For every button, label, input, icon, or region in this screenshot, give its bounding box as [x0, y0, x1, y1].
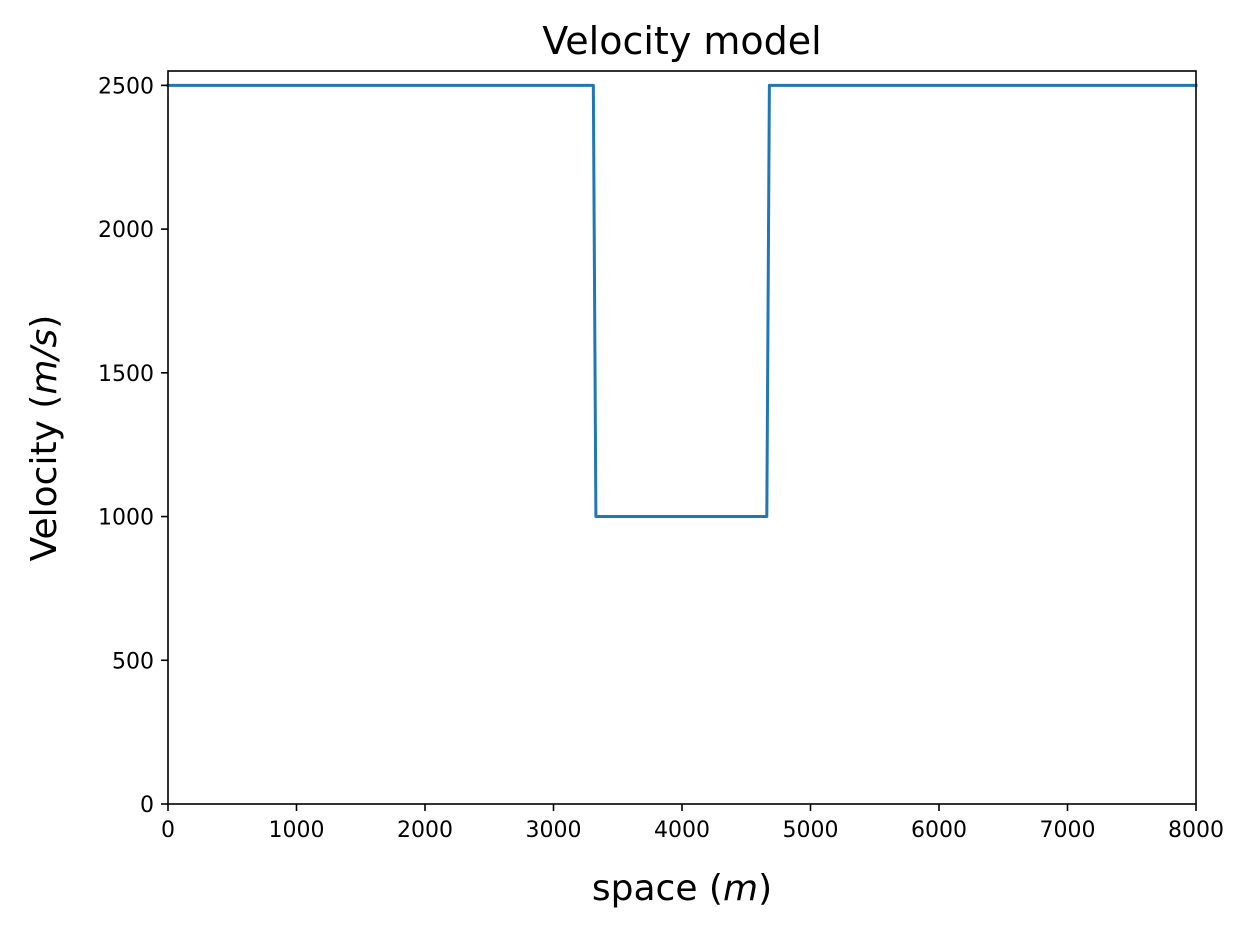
x-axis-label-prefix: space (	[592, 868, 723, 909]
x-tick-label: 0	[161, 818, 175, 843]
chart-title: Velocity model	[542, 19, 821, 63]
y-tick-label: 1500	[98, 362, 154, 387]
series-line-0	[166, 83, 1198, 519]
x-tick-label: 5000	[783, 818, 839, 843]
x-tick-label: 6000	[911, 818, 967, 843]
y-axis-label-unit: m/s	[24, 329, 65, 395]
plot-area	[166, 70, 1198, 805]
y-tick-label: 500	[112, 649, 154, 674]
x-axis-label: space (m)	[592, 868, 772, 909]
x-tick-label: 2000	[397, 818, 453, 843]
y-axis-label-suffix: )	[24, 315, 65, 329]
x-tick-label: 7000	[1040, 818, 1096, 843]
y-axis-label-prefix: Velocity (	[24, 395, 65, 562]
y-tick-label: 1000	[98, 506, 154, 531]
y-axis-ticks: 0 500 1000 1500 2000 2500	[98, 74, 168, 818]
x-axis-label-unit: m	[723, 868, 758, 909]
y-axis-label: Velocity (m/s)	[24, 315, 65, 562]
x-tick-label: 4000	[654, 818, 710, 843]
x-tick-label: 1000	[269, 818, 325, 843]
y-tick-label: 2500	[98, 74, 154, 99]
y-tick-label: 0	[140, 793, 154, 818]
x-axis-label-suffix: )	[758, 868, 772, 909]
x-tick-label: 3000	[526, 818, 582, 843]
y-tick-label: 2000	[98, 218, 154, 243]
x-tick-label: 8000	[1168, 818, 1224, 843]
x-axis-ticks: 0 1000 2000 3000 4000 5000 6000 7000 8000	[161, 804, 1224, 843]
plot-frame	[167, 70, 1197, 805]
